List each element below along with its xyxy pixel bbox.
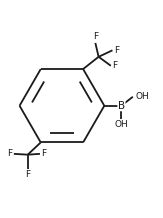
Text: OH: OH [135, 92, 149, 101]
Text: OH: OH [115, 120, 128, 129]
Text: F: F [25, 170, 30, 179]
Text: F: F [41, 149, 46, 158]
Text: B: B [118, 101, 125, 111]
Text: F: F [7, 149, 13, 158]
Text: F: F [93, 32, 98, 41]
Text: F: F [112, 61, 117, 70]
Text: F: F [114, 46, 119, 55]
